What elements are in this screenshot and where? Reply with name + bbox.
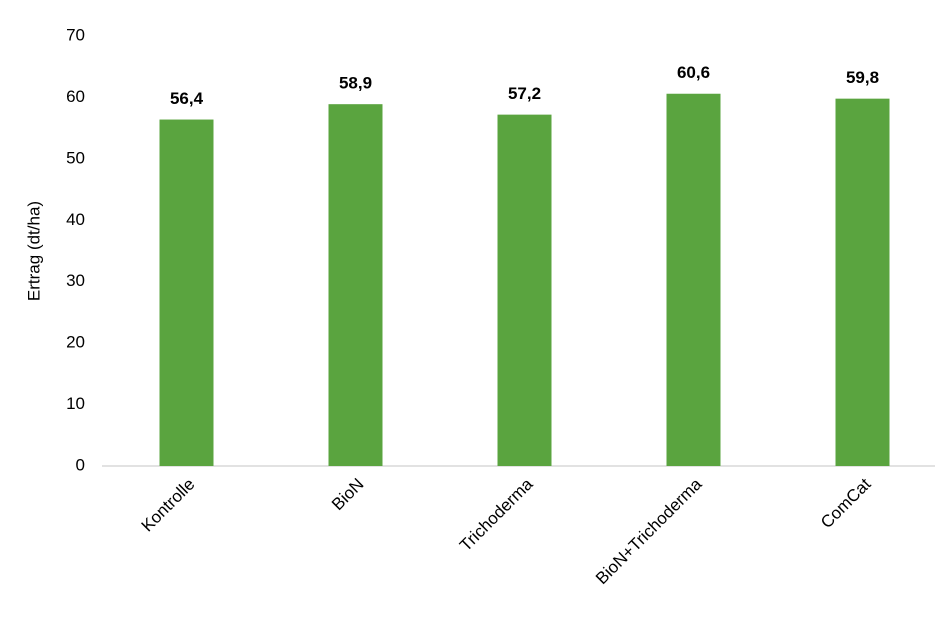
bar xyxy=(666,93,721,466)
bar xyxy=(835,98,890,467)
y-tick-label: 70 xyxy=(66,25,85,44)
value-label: 57,2 xyxy=(508,84,541,103)
bar xyxy=(159,119,214,467)
x-tick-label: BioN+Trichoderma xyxy=(592,474,706,588)
y-axis-label: Ertrag (dt/ha) xyxy=(24,201,43,301)
y-tick-label: 0 xyxy=(76,455,85,474)
y-tick-label: 50 xyxy=(66,148,85,167)
bar xyxy=(497,114,552,466)
y-tick-label: 40 xyxy=(66,210,85,229)
value-label: 59,8 xyxy=(846,68,879,87)
x-tick-label: Trichoderma xyxy=(456,474,537,555)
y-tick-label: 10 xyxy=(66,394,85,413)
x-tick-label: Kontrolle xyxy=(138,475,199,536)
x-tick-label: ComCat xyxy=(817,474,875,532)
y-tick-label: 30 xyxy=(66,271,85,290)
bar xyxy=(328,104,383,466)
x-tick-label: BioN xyxy=(328,475,367,514)
y-tick-label: 20 xyxy=(66,333,85,352)
value-label: 58,9 xyxy=(339,74,372,93)
y-tick-label: 60 xyxy=(66,87,85,106)
value-label: 60,6 xyxy=(677,63,710,82)
value-label: 56,4 xyxy=(170,89,204,108)
